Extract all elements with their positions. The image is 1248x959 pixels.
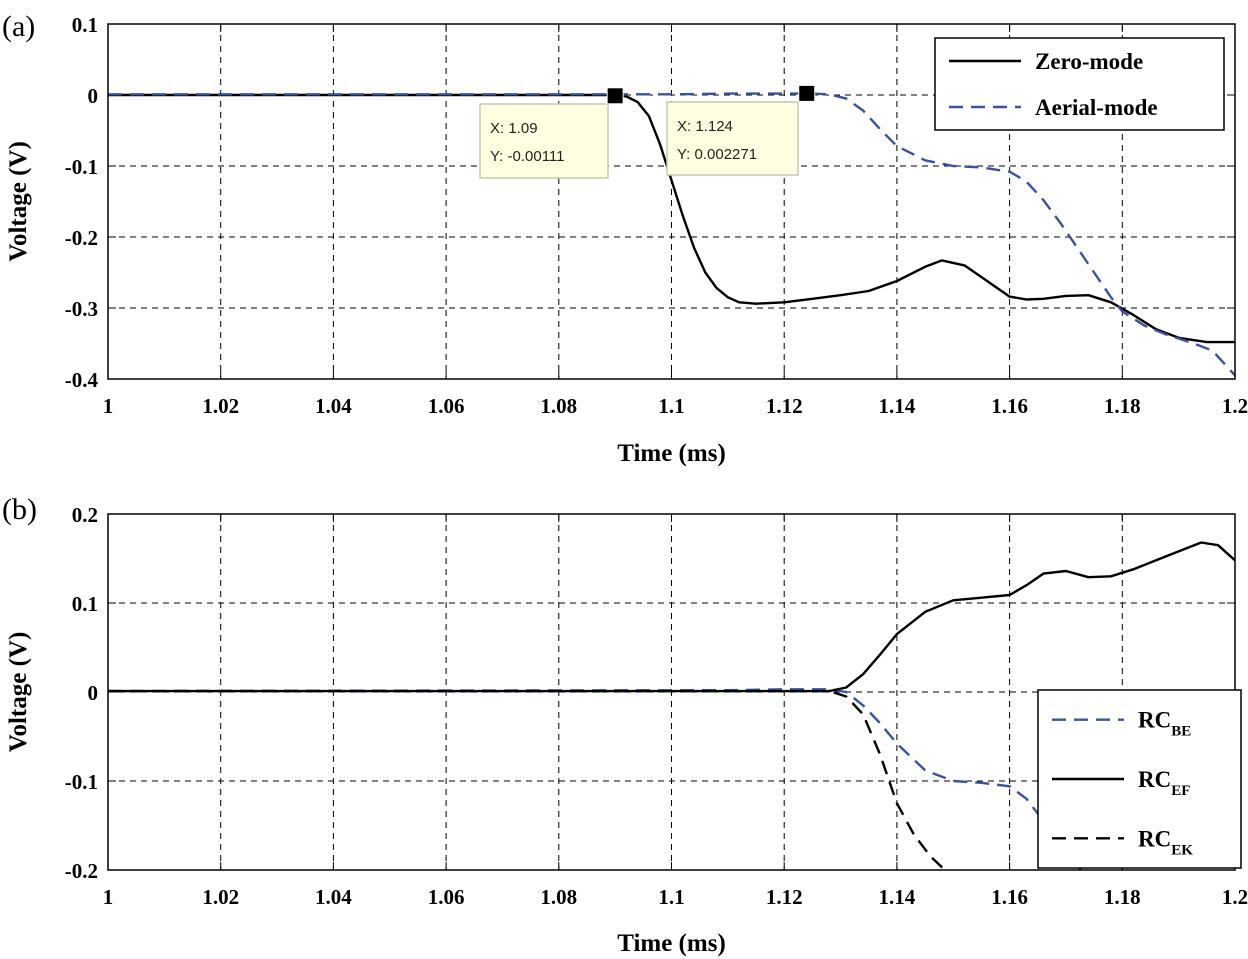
- datatip-y-text: Y: -0.00111: [490, 148, 565, 165]
- chart-panel-a: 1 1.02 1.04 1.06 1.08 1.1 1.12 1.14 1.16 1.18 1.2 0…: [2, 10, 1248, 467]
- x-tick-label: 1.02: [202, 885, 239, 909]
- datatip-marker: [606, 87, 624, 105]
- legend-label: Aerial-mode: [1035, 95, 1158, 120]
- x-tick-label: 1.06: [428, 394, 465, 418]
- y-tick-label: -0.3: [65, 297, 98, 321]
- legend-box: [934, 37, 1225, 131]
- plot-frame: [107, 23, 1236, 380]
- legend-label: Zero-mode: [1035, 49, 1143, 74]
- datatip-y-text: Y: 0.002271: [677, 146, 757, 163]
- panel-label: (b): [2, 493, 37, 526]
- y-tick-label: -0.2: [65, 226, 98, 250]
- x-tick-label: 1: [103, 394, 114, 418]
- y-tick-label: 0.1: [72, 592, 98, 616]
- x-tick-label: 1.04: [315, 394, 352, 418]
- x-tick-label: 1.16: [991, 885, 1028, 909]
- datatip: X: 1.09 Y: -0.00111: [479, 87, 624, 179]
- x-tick-label: 1.16: [991, 394, 1028, 418]
- legend-label-subscript: EF: [1171, 783, 1190, 799]
- datatip-box: [666, 101, 799, 176]
- x-tick-label: 1.1: [658, 885, 684, 909]
- y-tick-label: -0.1: [65, 770, 98, 794]
- series-line-rc-ef: [108, 541, 1235, 693]
- y-tick-label: -0.2: [65, 859, 98, 883]
- x-tick-label: 1.08: [540, 885, 577, 909]
- x-tick-label: 1.18: [1104, 885, 1141, 909]
- legend-label-subscript: BE: [1171, 724, 1191, 740]
- y-tick-label: -0.1: [65, 155, 98, 179]
- y-tick-label: 0: [88, 84, 99, 108]
- x-tick-label: 1.02: [202, 394, 239, 418]
- datatip-box: [479, 103, 609, 179]
- y-tick-label: 0.2: [72, 503, 98, 527]
- y-tick-label: 0: [88, 681, 99, 705]
- series-line-rc-ek: [108, 689, 949, 870]
- chart-panel-b: 1 1.02 1.04 1.06 1.08 1.1 1.12 1.14 1.16 1.18 1.2 0…: [2, 493, 1248, 957]
- x-tick-label: 1.14: [879, 885, 916, 909]
- x-tick-label: 1.2: [1222, 394, 1248, 418]
- x-tick-label: 1.14: [879, 394, 916, 418]
- x-tick-label: 1.2: [1222, 885, 1248, 909]
- x-tick-label: 1.18: [1104, 394, 1141, 418]
- datatip-marker: [798, 84, 816, 102]
- x-tick-label: 1.04: [315, 885, 352, 909]
- x-tick-label: 1: [103, 885, 114, 909]
- series-line-aerial-mode: [108, 92, 1235, 377]
- x-tick-label: 1.12: [766, 394, 803, 418]
- x-tick-label: 1.1: [658, 394, 684, 418]
- x-tick-label: 1.06: [428, 885, 465, 909]
- datatip-x-text: X: 1.09: [490, 120, 538, 137]
- x-tick-label: 1.12: [766, 885, 803, 909]
- y-tick-label: 0.1: [72, 13, 98, 37]
- datatip: X: 1.124 Y: 0.002271: [666, 84, 816, 176]
- datatip-x-text: X: 1.124: [677, 118, 733, 135]
- legend: Zero-mode Aerial-mode: [934, 37, 1225, 131]
- y-tick-label: -0.4: [65, 368, 99, 392]
- x-axis-label: Time (ms): [617, 930, 726, 957]
- legend-label-subscript: EK: [1171, 842, 1193, 858]
- x-tick-label: 1.08: [540, 394, 577, 418]
- series-line-zero-mode: [108, 93, 1235, 344]
- y-axis-label: Voltage (V): [5, 632, 32, 753]
- x-axis-label: Time (ms): [617, 440, 726, 467]
- panel-label: (a): [2, 10, 35, 43]
- y-axis-label: Voltage (V): [5, 141, 32, 262]
- series-line-rc-be: [108, 688, 1083, 870]
